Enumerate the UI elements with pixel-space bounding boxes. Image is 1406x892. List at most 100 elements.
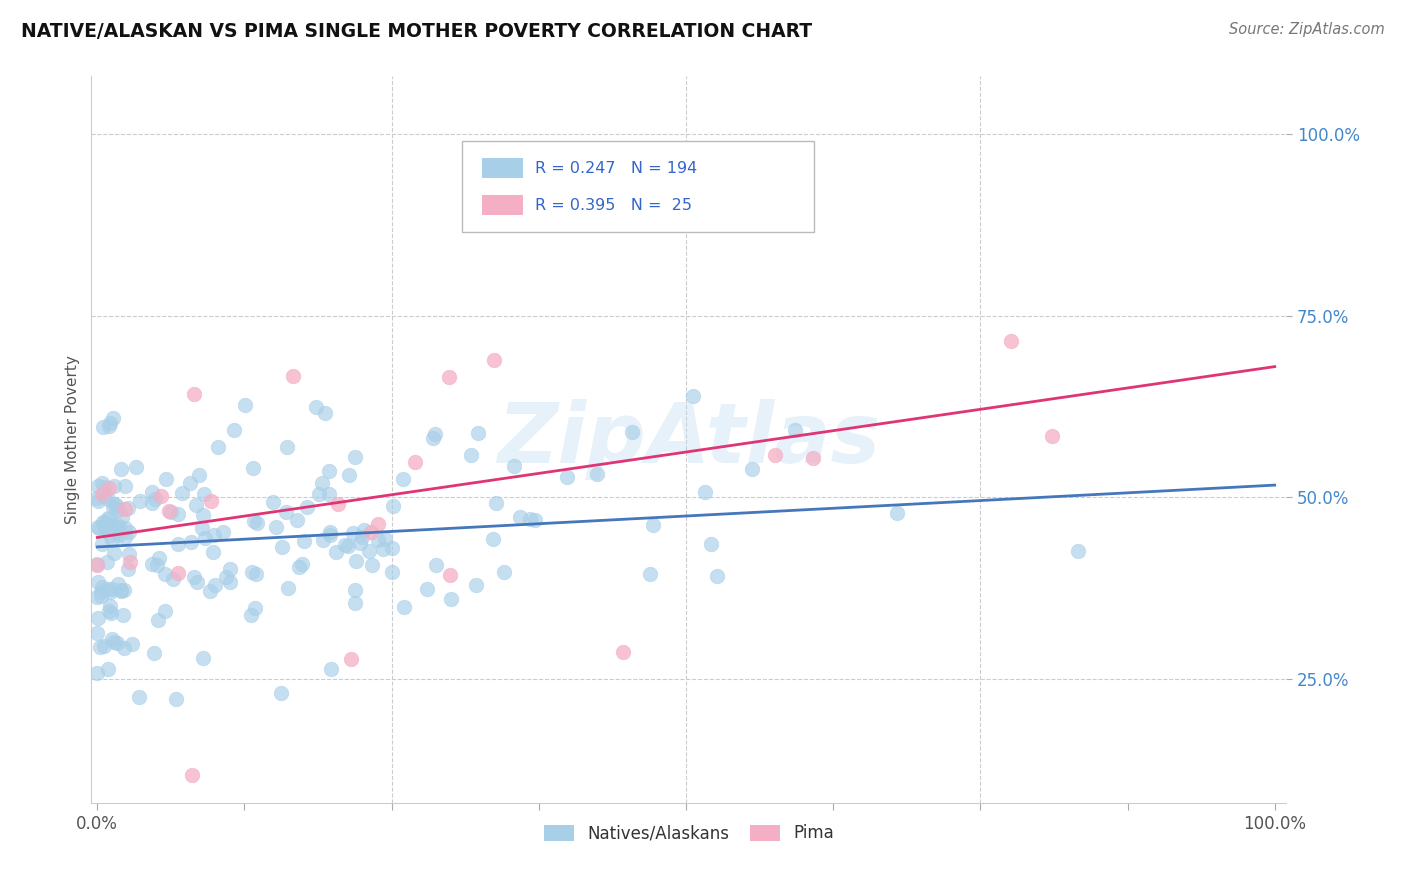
Point — [90, 475, 112, 490]
Point — [482, 533, 505, 547]
Point — [219, 562, 242, 576]
Point — [105, 524, 128, 538]
Point — [422, 432, 444, 446]
Point — [107, 577, 129, 591]
Text: ZipAtlas: ZipAtlas — [498, 399, 880, 480]
Point — [201, 545, 224, 559]
Point — [337, 539, 360, 553]
Point — [87, 521, 110, 535]
Point — [186, 575, 208, 590]
Point — [105, 499, 128, 513]
Point — [367, 533, 389, 548]
Point — [112, 582, 135, 597]
Point — [187, 468, 209, 483]
Point — [97, 510, 120, 524]
Point — [180, 768, 202, 782]
Text: Source: ZipAtlas.com: Source: ZipAtlas.com — [1229, 22, 1385, 37]
Point — [105, 636, 128, 650]
Point — [86, 625, 108, 640]
Point — [344, 554, 367, 568]
Point — [314, 406, 336, 420]
FancyBboxPatch shape — [461, 141, 814, 232]
Point — [191, 508, 214, 522]
Point — [404, 455, 426, 469]
Point — [141, 485, 163, 500]
Point — [801, 450, 824, 465]
Point — [305, 400, 328, 414]
Point — [207, 440, 229, 454]
Point — [98, 481, 121, 495]
Point — [1066, 544, 1088, 558]
Point — [693, 485, 716, 500]
Point — [264, 520, 287, 534]
Point — [240, 565, 263, 579]
Point — [100, 606, 122, 620]
Point — [509, 510, 531, 524]
Point — [93, 639, 115, 653]
Point — [86, 666, 108, 681]
Point — [86, 590, 108, 604]
Point — [103, 497, 125, 511]
Text: NATIVE/ALASKAN VS PIMA SINGLE MOTHER POVERTY CORRELATION CHART: NATIVE/ALASKAN VS PIMA SINGLE MOTHER POV… — [21, 22, 813, 41]
Point — [93, 489, 115, 503]
Point — [162, 572, 184, 586]
Point — [202, 528, 225, 542]
Point — [382, 499, 405, 513]
Point — [86, 558, 108, 572]
Point — [1000, 334, 1022, 349]
Bar — [482, 158, 523, 178]
Point — [114, 502, 136, 516]
Point — [191, 521, 214, 535]
Point — [110, 583, 132, 598]
Point — [86, 574, 108, 589]
Point — [103, 635, 125, 649]
Point — [107, 503, 129, 517]
Point — [494, 566, 516, 580]
Point — [218, 574, 240, 589]
Point — [319, 527, 342, 541]
Point — [343, 450, 366, 464]
Point — [97, 492, 120, 507]
Point — [86, 491, 108, 505]
Point — [706, 569, 728, 583]
Point — [343, 583, 366, 598]
Point — [1040, 429, 1063, 443]
Point — [425, 558, 447, 573]
Point — [392, 599, 415, 614]
Point — [276, 441, 298, 455]
Point — [439, 568, 461, 582]
Point — [98, 584, 121, 599]
Point — [245, 566, 267, 581]
Point — [121, 637, 143, 651]
Point — [160, 505, 183, 519]
Point — [166, 566, 188, 581]
Point — [367, 517, 389, 532]
Point — [270, 686, 292, 700]
Point — [179, 476, 201, 491]
Point — [110, 462, 132, 476]
Point — [586, 467, 609, 481]
Point — [194, 531, 217, 545]
Point — [502, 459, 524, 474]
Point — [359, 544, 381, 558]
Point — [117, 500, 139, 515]
Point — [291, 557, 314, 571]
Point — [783, 424, 806, 438]
Point — [111, 608, 134, 623]
Point — [292, 534, 315, 549]
Point — [484, 496, 506, 510]
Point — [287, 513, 309, 527]
Point — [148, 551, 170, 566]
Point — [87, 494, 110, 508]
Point — [353, 523, 375, 537]
Point — [350, 530, 373, 544]
Point — [145, 492, 167, 507]
Point — [215, 570, 238, 584]
Point — [107, 528, 129, 542]
Point — [101, 632, 124, 646]
Point — [101, 533, 124, 547]
Point — [555, 470, 578, 484]
Point — [371, 542, 394, 557]
Point — [440, 591, 463, 606]
Point — [90, 589, 112, 603]
